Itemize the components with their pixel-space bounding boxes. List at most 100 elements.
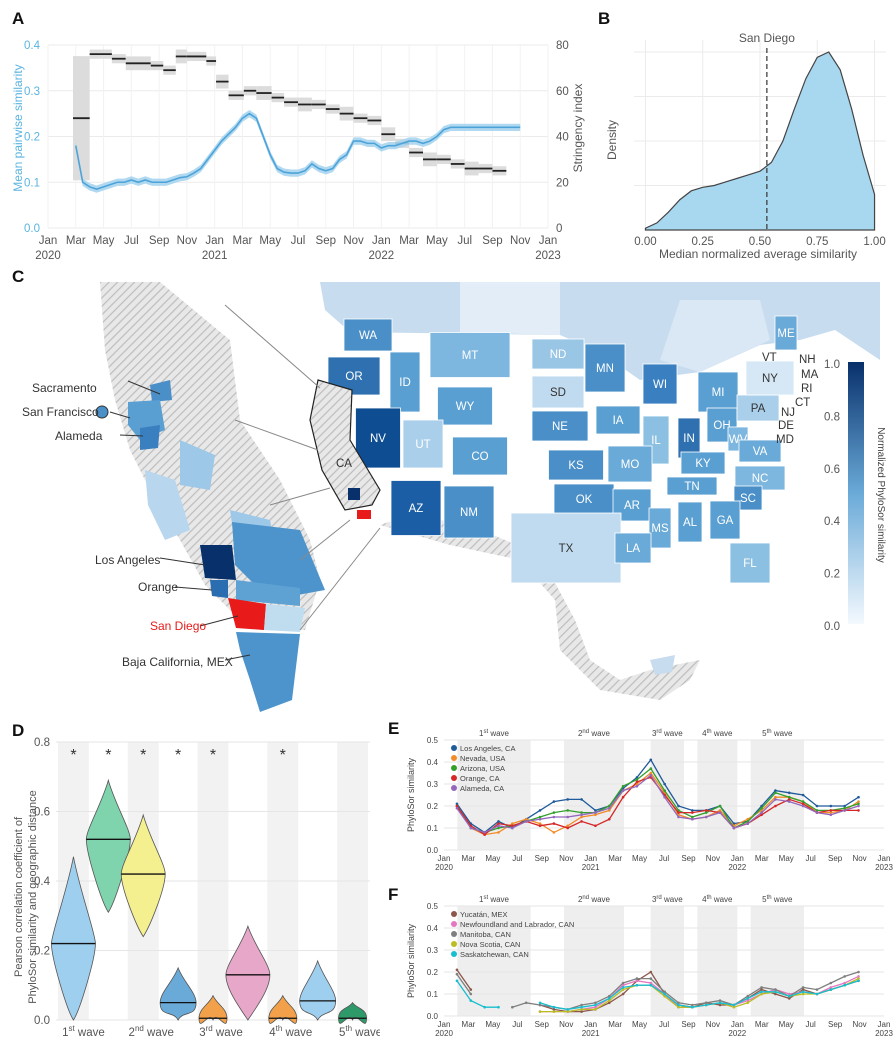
- wave-band: [457, 906, 531, 1016]
- a-x-tick: May: [426, 235, 448, 247]
- x-tick: May: [632, 854, 647, 863]
- x-tick: Mar: [608, 1020, 622, 1029]
- x-tick: Jul: [806, 1020, 816, 1029]
- state-label-ct: CT: [795, 397, 810, 409]
- state-label-nd: ND: [550, 349, 567, 361]
- state-label-vt: VT: [762, 352, 777, 364]
- state-al: [677, 501, 703, 543]
- state-label-ar: AR: [624, 500, 640, 512]
- a-y-tick: 0.2: [24, 132, 40, 144]
- y-tick: 0.3: [427, 780, 439, 789]
- state-label-nh: NH: [799, 354, 816, 366]
- san-bernardino: [232, 522, 325, 600]
- legend-label: Saskatchewan, CAN: [460, 950, 529, 959]
- state-wa: [343, 318, 393, 352]
- legend-swatch: [451, 941, 457, 947]
- state-va: [738, 439, 782, 463]
- x-tick: Jul: [659, 1020, 669, 1029]
- state-ky: [680, 451, 726, 475]
- state-label-me: ME: [777, 328, 795, 340]
- legend-label: Manitoba, CAN: [460, 930, 511, 939]
- state-label-oh: OH: [713, 420, 730, 432]
- legend-swatch: [451, 745, 457, 751]
- wave-label: 5th wave: [762, 895, 793, 904]
- imperial-county: [264, 604, 305, 632]
- callout-sacramento: Sacramento: [32, 381, 97, 395]
- a-x-tick: Jul: [457, 235, 472, 247]
- colorbar-title: Normalized PhyloSor similarity: [875, 427, 886, 563]
- d-x-tick: 5th wave: [339, 1024, 380, 1039]
- state-label-nc: NC: [752, 473, 769, 485]
- a-x-tick: Nov: [343, 235, 364, 247]
- state-label-sd: SD: [550, 387, 566, 399]
- legend-label: Newfoundland and Labrador, CAN: [460, 920, 574, 929]
- significance-star: *: [105, 747, 111, 764]
- violin: [51, 856, 96, 1021]
- y-tick: 0.1: [427, 824, 439, 833]
- state-label-ms: MS: [651, 523, 669, 535]
- state-label-or: OR: [345, 371, 362, 383]
- central-coast: [145, 470, 190, 540]
- d-y-tick: 0.0: [34, 1015, 50, 1027]
- x-tick: Jan: [731, 854, 744, 863]
- state-label-de: DE: [778, 420, 794, 432]
- significance-star: *: [280, 747, 286, 764]
- sd-mini: [357, 510, 371, 519]
- y-tick: 0.5: [427, 736, 439, 745]
- y-label: PhyloSor similarity: [406, 923, 416, 998]
- a-x-tick: May: [93, 235, 115, 247]
- wave-label: 2nd wave: [578, 729, 611, 738]
- state-wy: [437, 386, 493, 426]
- legend-swatch: [451, 765, 457, 771]
- x-tick-year: 2022: [728, 1029, 746, 1038]
- x-tick: Jan: [584, 1020, 597, 1029]
- state-tn: [666, 476, 718, 496]
- callout-alameda: Alameda: [55, 429, 103, 443]
- baja-california: [236, 632, 300, 712]
- legend-label: Arizona, USA: [460, 764, 505, 773]
- b-y-label: Density: [605, 120, 619, 160]
- b-x-tick: 0.25: [692, 236, 714, 248]
- x-tick-year: 2022: [728, 863, 746, 872]
- state-ks: [548, 449, 604, 481]
- a-x-tick: Jul: [291, 235, 306, 247]
- state-label-ny: NY: [762, 373, 778, 385]
- a-x-tick: Jan: [372, 235, 391, 247]
- state-label-md: MD: [776, 434, 794, 446]
- wave-band: [564, 740, 624, 850]
- state-ne: [531, 410, 589, 442]
- state-wi: [642, 363, 678, 405]
- legend-swatch: [451, 921, 457, 927]
- x-tick: Sep: [681, 854, 696, 863]
- wave-label: 5th wave: [762, 729, 793, 738]
- state-az: [390, 480, 442, 536]
- panel-d: D 0.0 0.2 0.4 0.6 0.8 * * * * * * 1st wave 2nd wav…: [12, 721, 380, 1039]
- panel-b: B San Diego 0.00 0.25 0.50 0.75 1.00 Median …: [598, 9, 886, 261]
- x-tick: Sep: [535, 854, 550, 863]
- state-label-ri: RI: [801, 383, 813, 395]
- state-ga: [709, 500, 741, 540]
- state-nv: [355, 407, 401, 469]
- state-label-nv: NV: [370, 433, 386, 445]
- y-tick: 0.1: [427, 990, 439, 999]
- x-tick-year: 2021: [582, 863, 600, 872]
- state-label-nm: NM: [460, 507, 478, 519]
- wave-band: [750, 740, 804, 850]
- state-label-ia: IA: [613, 415, 624, 427]
- state-label-va: VA: [753, 446, 768, 458]
- a-x-tick: Jan: [539, 235, 558, 247]
- panel-a: A 0.0 0 0.1 20 0.2 40 0.3 60 0.4 80 Jan 2020 Mar May J…: [11, 9, 585, 262]
- x-tick: Jul: [659, 854, 669, 863]
- state-label-tx: TX: [559, 543, 574, 555]
- y-tick: 0.2: [427, 802, 439, 811]
- state-label-wy: WY: [456, 401, 475, 413]
- san-diego-county: [228, 598, 266, 630]
- legend-label: Alameda, CA: [460, 784, 504, 793]
- a-y2-label: Stringency index: [571, 84, 585, 173]
- x-tick-year: 2021: [582, 1029, 600, 1038]
- los-angeles-county: [200, 545, 236, 580]
- a-x-tick-year: 2021: [202, 250, 228, 262]
- colorbar-tick: 1.0: [824, 359, 840, 371]
- significance-star: *: [175, 747, 181, 764]
- state-label-nj: NJ: [781, 407, 795, 419]
